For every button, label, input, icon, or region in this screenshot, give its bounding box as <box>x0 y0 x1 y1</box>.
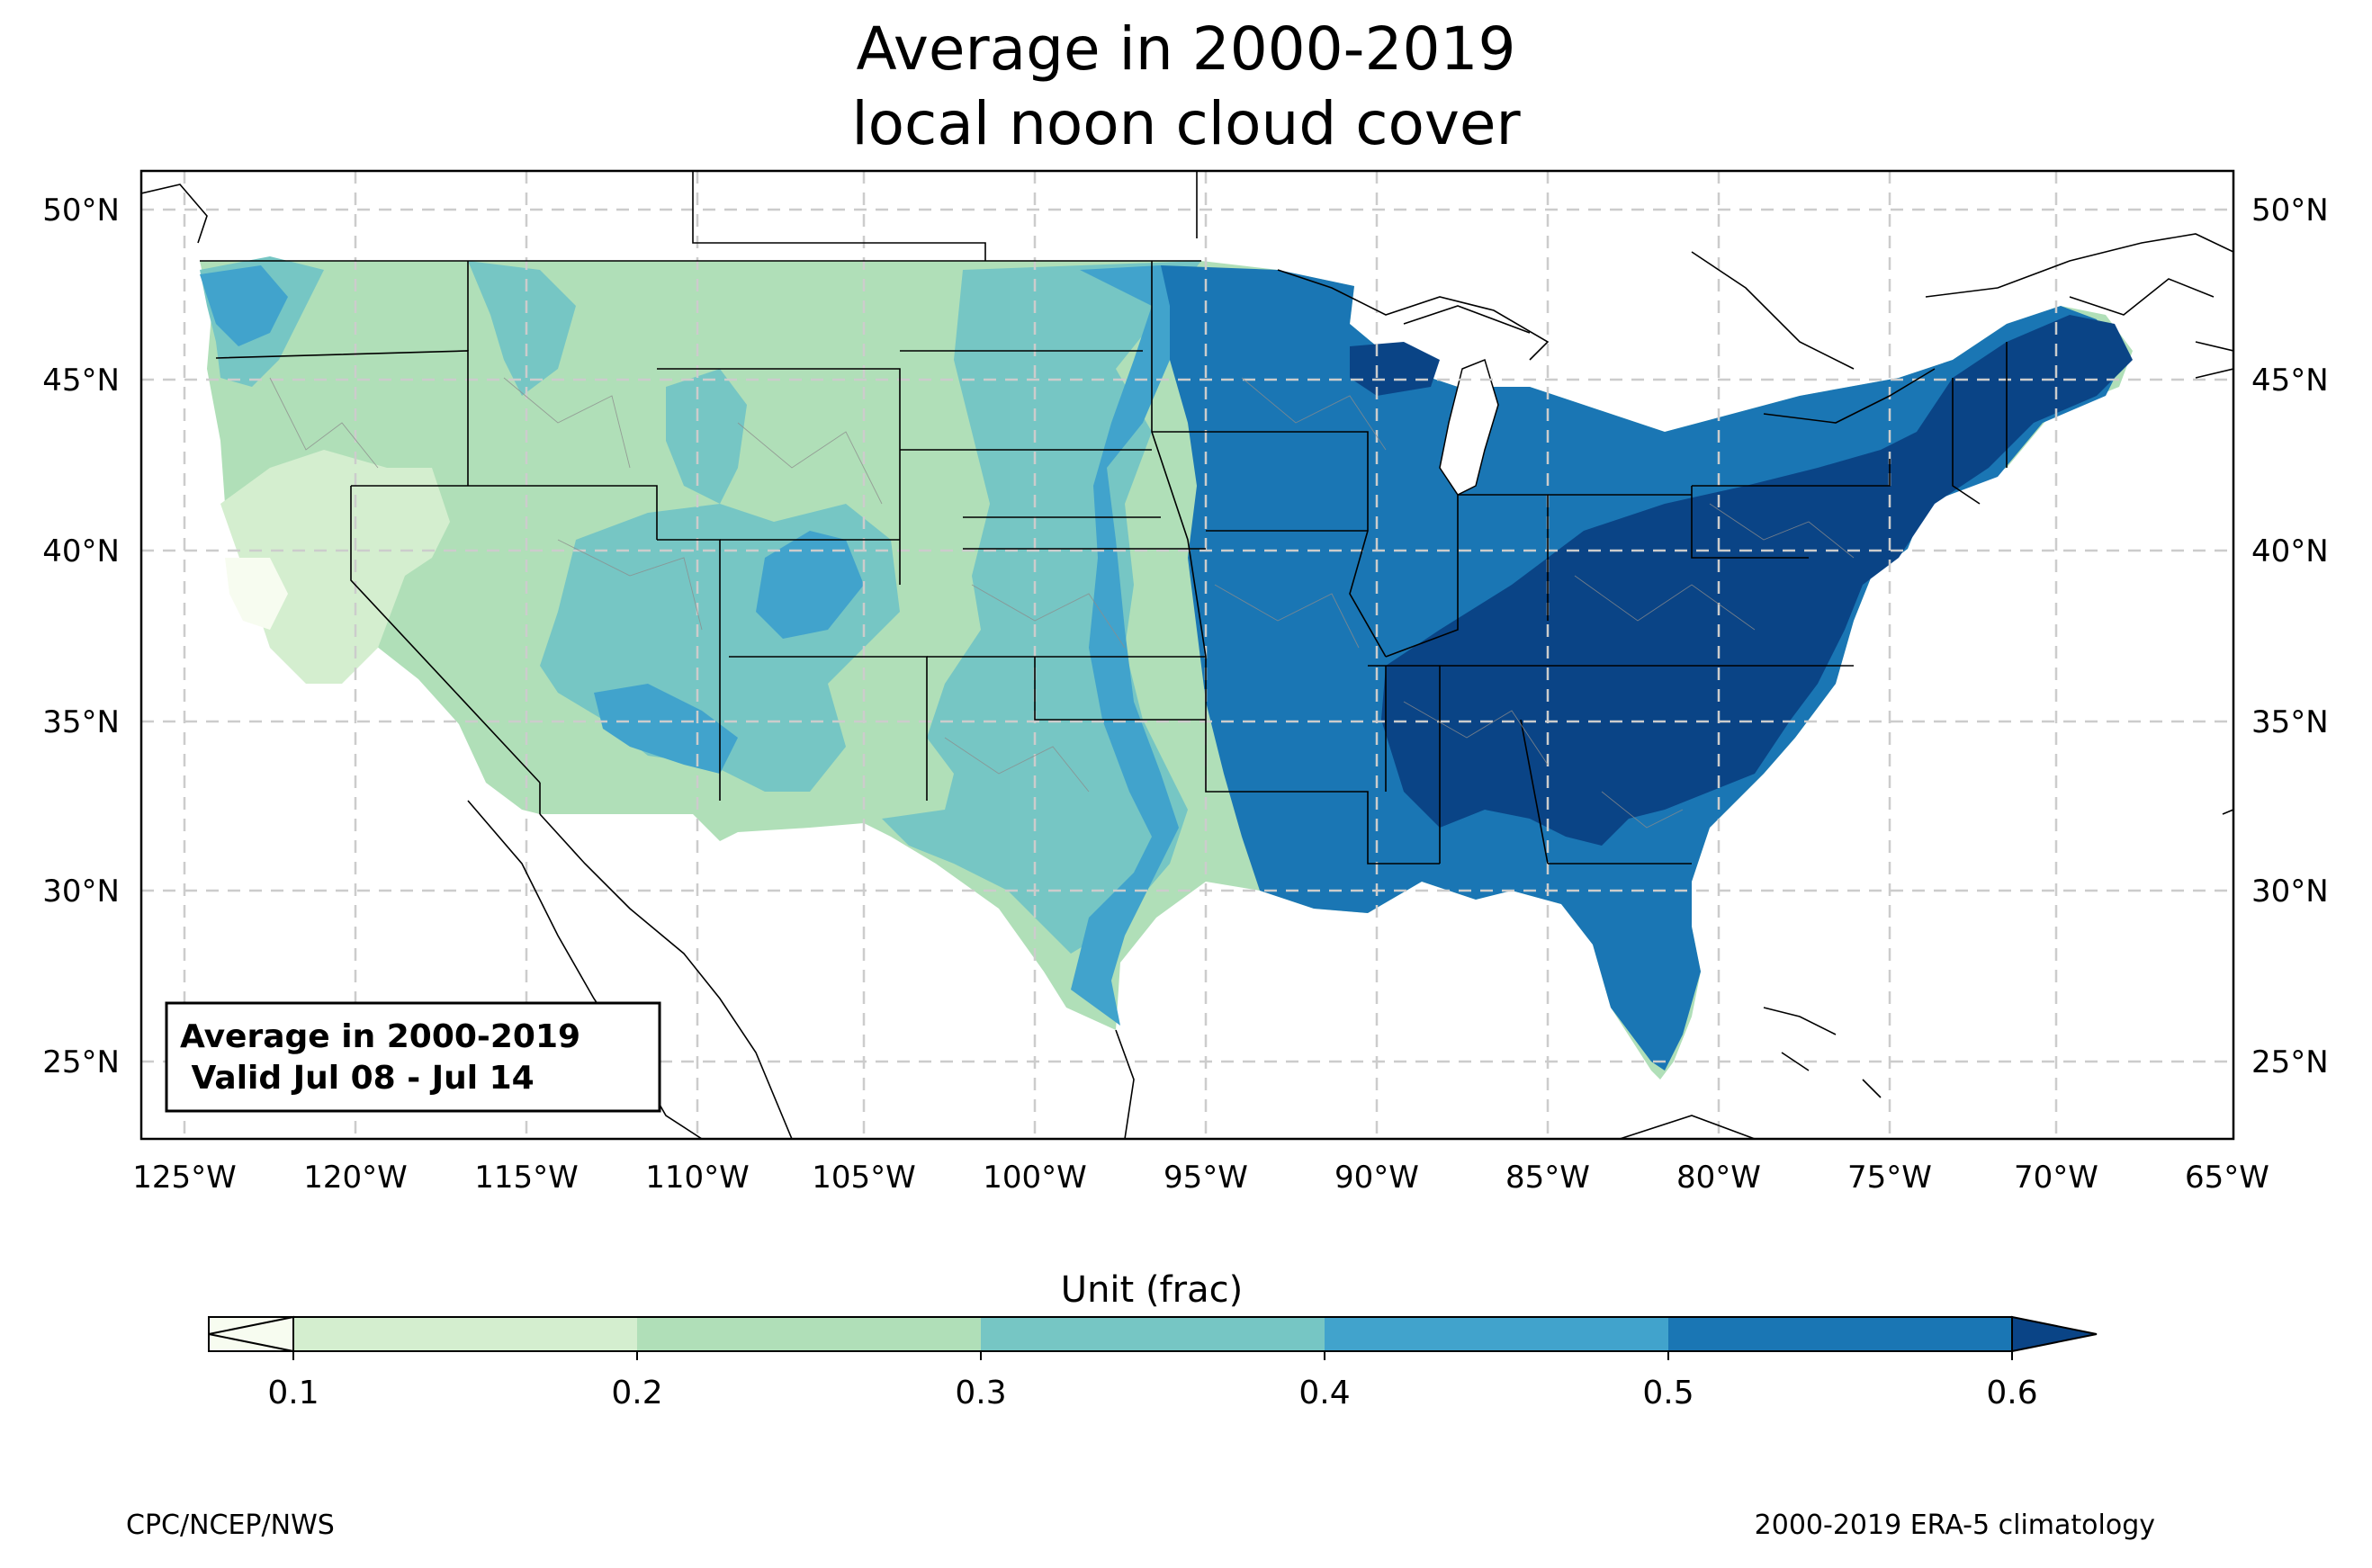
colorbar-tick-label: 0.5 <box>1642 1375 1694 1411</box>
colorbar-tick-labels: 0.1 0.2 0.3 0.4 0.5 0.6 <box>267 1375 2037 1411</box>
lon-tick-label: 75°W <box>1847 1160 1932 1196</box>
lat-tick-label: 30°N <box>42 874 120 909</box>
colorbar-bin-0.3-0.4 <box>981 1317 1325 1351</box>
colorbar: Unit (frac) 0.1 0.2 0.3 0.4 0.5 0.6 <box>208 1269 2098 1411</box>
lon-tick-label: 95°W <box>1164 1160 1248 1196</box>
lon-tick-label: 120°W <box>303 1160 408 1196</box>
lat-tick-label: 30°N <box>2251 874 2329 909</box>
lon-tick-label: 115°W <box>474 1160 579 1196</box>
lon-tick-label: 70°W <box>2014 1160 2098 1196</box>
lon-tick-label: 105°W <box>812 1160 916 1196</box>
coastlines <box>141 171 2233 1139</box>
region-0.4-0.5-colorado <box>756 531 864 639</box>
region-0.3-0.4-idaho <box>468 261 576 396</box>
lat-tick-label: 50°N <box>2251 193 2329 228</box>
lon-tick-label: 125°W <box>132 1160 237 1196</box>
info-box: Average in 2000-2019 Valid Jul 08 - Jul … <box>165 1001 661 1113</box>
latitude-tick-labels-right: 50°N 45°N 40°N 35°N 30°N 25°N <box>2251 193 2329 1080</box>
state-borders <box>200 260 2008 865</box>
lat-tick-label: 40°N <box>42 533 120 569</box>
lat-tick-label: 40°N <box>2251 533 2329 569</box>
region-0.3-0.4-rockies <box>666 369 747 504</box>
info-box-line-2: Valid Jul 08 - Jul 14 <box>180 1060 535 1097</box>
county-lines <box>269 377 1855 829</box>
lat-tick-label: 35°N <box>42 704 120 740</box>
colorbar-bin-0.2-0.3 <box>637 1317 981 1351</box>
lat-tick-label: 50°N <box>42 193 120 228</box>
footer-source: CPC/NCEP/NWS <box>126 1510 335 1541</box>
colorbar-bin-0.1-0.2 <box>293 1317 637 1351</box>
info-box-frame <box>165 1001 661 1113</box>
colorbar-bin-0.5-0.6 <box>1668 1317 2012 1351</box>
region-below-0.1-coast <box>225 558 288 630</box>
colorbar-extend-high <box>2011 1315 2098 1353</box>
lon-tick-label: 65°W <box>2185 1160 2269 1196</box>
footer-climatology: 2000-2019 ERA-5 climatology <box>1755 1510 2155 1541</box>
region-0.4-0.5-arizona <box>594 684 738 774</box>
lat-tick-label: 25°N <box>2251 1044 2329 1080</box>
region-above-0.6-southeast <box>1381 315 2133 846</box>
lat-tick-label: 45°N <box>2251 363 2329 399</box>
region-above-0.6-wisconsin <box>1350 342 1440 396</box>
region-0.1-0.2-west <box>220 450 450 684</box>
title-line-1: Average in 2000-2019 <box>857 14 1516 84</box>
colorbar-tick-label: 0.1 <box>267 1375 319 1411</box>
colorbar-label: Unit (frac) <box>1061 1269 1243 1311</box>
lat-tick-label: 25°N <box>42 1044 120 1080</box>
colorbar-tick-label: 0.4 <box>1298 1375 1350 1411</box>
longitude-tick-labels: 125°W 120°W 115°W 110°W 105°W 100°W 95°W… <box>132 1160 2269 1196</box>
lon-tick-label: 100°W <box>983 1160 1087 1196</box>
colorbar-bin-0.4-0.5 <box>1325 1317 1668 1351</box>
lon-tick-label: 85°W <box>1505 1160 1590 1196</box>
lon-tick-label: 90°W <box>1334 1160 1419 1196</box>
lat-tick-label: 35°N <box>2251 704 2329 740</box>
lake-michigan <box>1439 358 1499 496</box>
map-panel: Average in 2000-2019 Valid Jul 08 - Jul … <box>139 169 2235 1141</box>
region-0.4-0.5-central <box>1071 265 1215 1026</box>
latitude-tick-labels-left: 50°N 45°N 40°N 35°N 30°N 25°N <box>42 193 120 1080</box>
map-frame <box>139 169 2235 1141</box>
colorbar-tick-label: 0.6 <box>1986 1375 2037 1411</box>
colorbar-frame <box>292 1316 2013 1352</box>
lon-tick-label: 110°W <box>645 1160 750 1196</box>
title-line-2: local noon cloud cover <box>851 89 1521 158</box>
info-box-line-1: Average in 2000-2019 <box>180 1018 580 1055</box>
lat-tick-label: 45°N <box>42 363 120 399</box>
colorbar-ticks <box>292 1351 2013 1360</box>
colorbar-tick-label: 0.3 <box>955 1375 1006 1411</box>
lon-tick-label: 80°W <box>1676 1160 1761 1196</box>
region-0.4-0.5-washington <box>200 265 288 346</box>
colorbar-tick-label: 0.2 <box>611 1375 662 1411</box>
